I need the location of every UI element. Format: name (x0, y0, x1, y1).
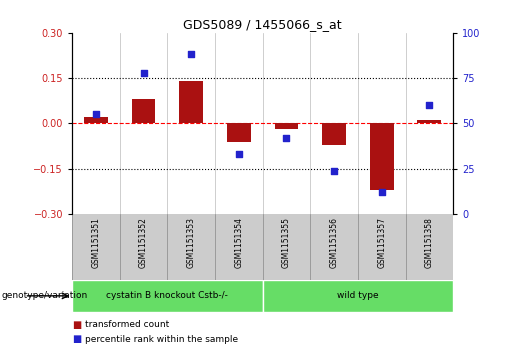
Text: GSM1151351: GSM1151351 (92, 217, 100, 268)
Text: ■: ■ (72, 334, 81, 344)
Title: GDS5089 / 1455066_s_at: GDS5089 / 1455066_s_at (183, 19, 342, 32)
Point (235, 151, 243, 157)
Text: cystatin B knockout Cstb-/-: cystatin B knockout Cstb-/- (107, 291, 228, 300)
Point (140, 70, 148, 76)
Bar (274, 123, 298, 130)
Point (282, 135, 290, 141)
Text: percentile rank within the sample: percentile rank within the sample (85, 335, 238, 344)
Bar (179, 81, 203, 123)
Bar (132, 99, 156, 123)
Text: transformed count: transformed count (85, 321, 169, 329)
Bar (72, 280, 263, 312)
Text: GSM1151352: GSM1151352 (139, 217, 148, 268)
Bar (227, 123, 251, 142)
Bar (84, 117, 108, 123)
Bar (263, 280, 453, 312)
Text: GSM1151353: GSM1151353 (187, 217, 196, 268)
Point (187, 52, 195, 57)
Bar (370, 123, 393, 190)
Text: GSM1151355: GSM1151355 (282, 217, 291, 268)
Text: genotype/variation: genotype/variation (1, 291, 87, 300)
Bar (418, 121, 441, 123)
Text: ■: ■ (72, 320, 81, 330)
Text: wild type: wild type (337, 291, 379, 300)
Point (330, 168, 338, 174)
Point (425, 102, 434, 108)
Point (377, 189, 386, 195)
Text: GSM1151358: GSM1151358 (425, 217, 434, 268)
Text: GSM1151357: GSM1151357 (377, 217, 386, 268)
Text: GSM1151356: GSM1151356 (330, 217, 338, 268)
Bar (322, 123, 346, 144)
Point (92, 111, 100, 117)
Text: GSM1151354: GSM1151354 (234, 217, 243, 268)
